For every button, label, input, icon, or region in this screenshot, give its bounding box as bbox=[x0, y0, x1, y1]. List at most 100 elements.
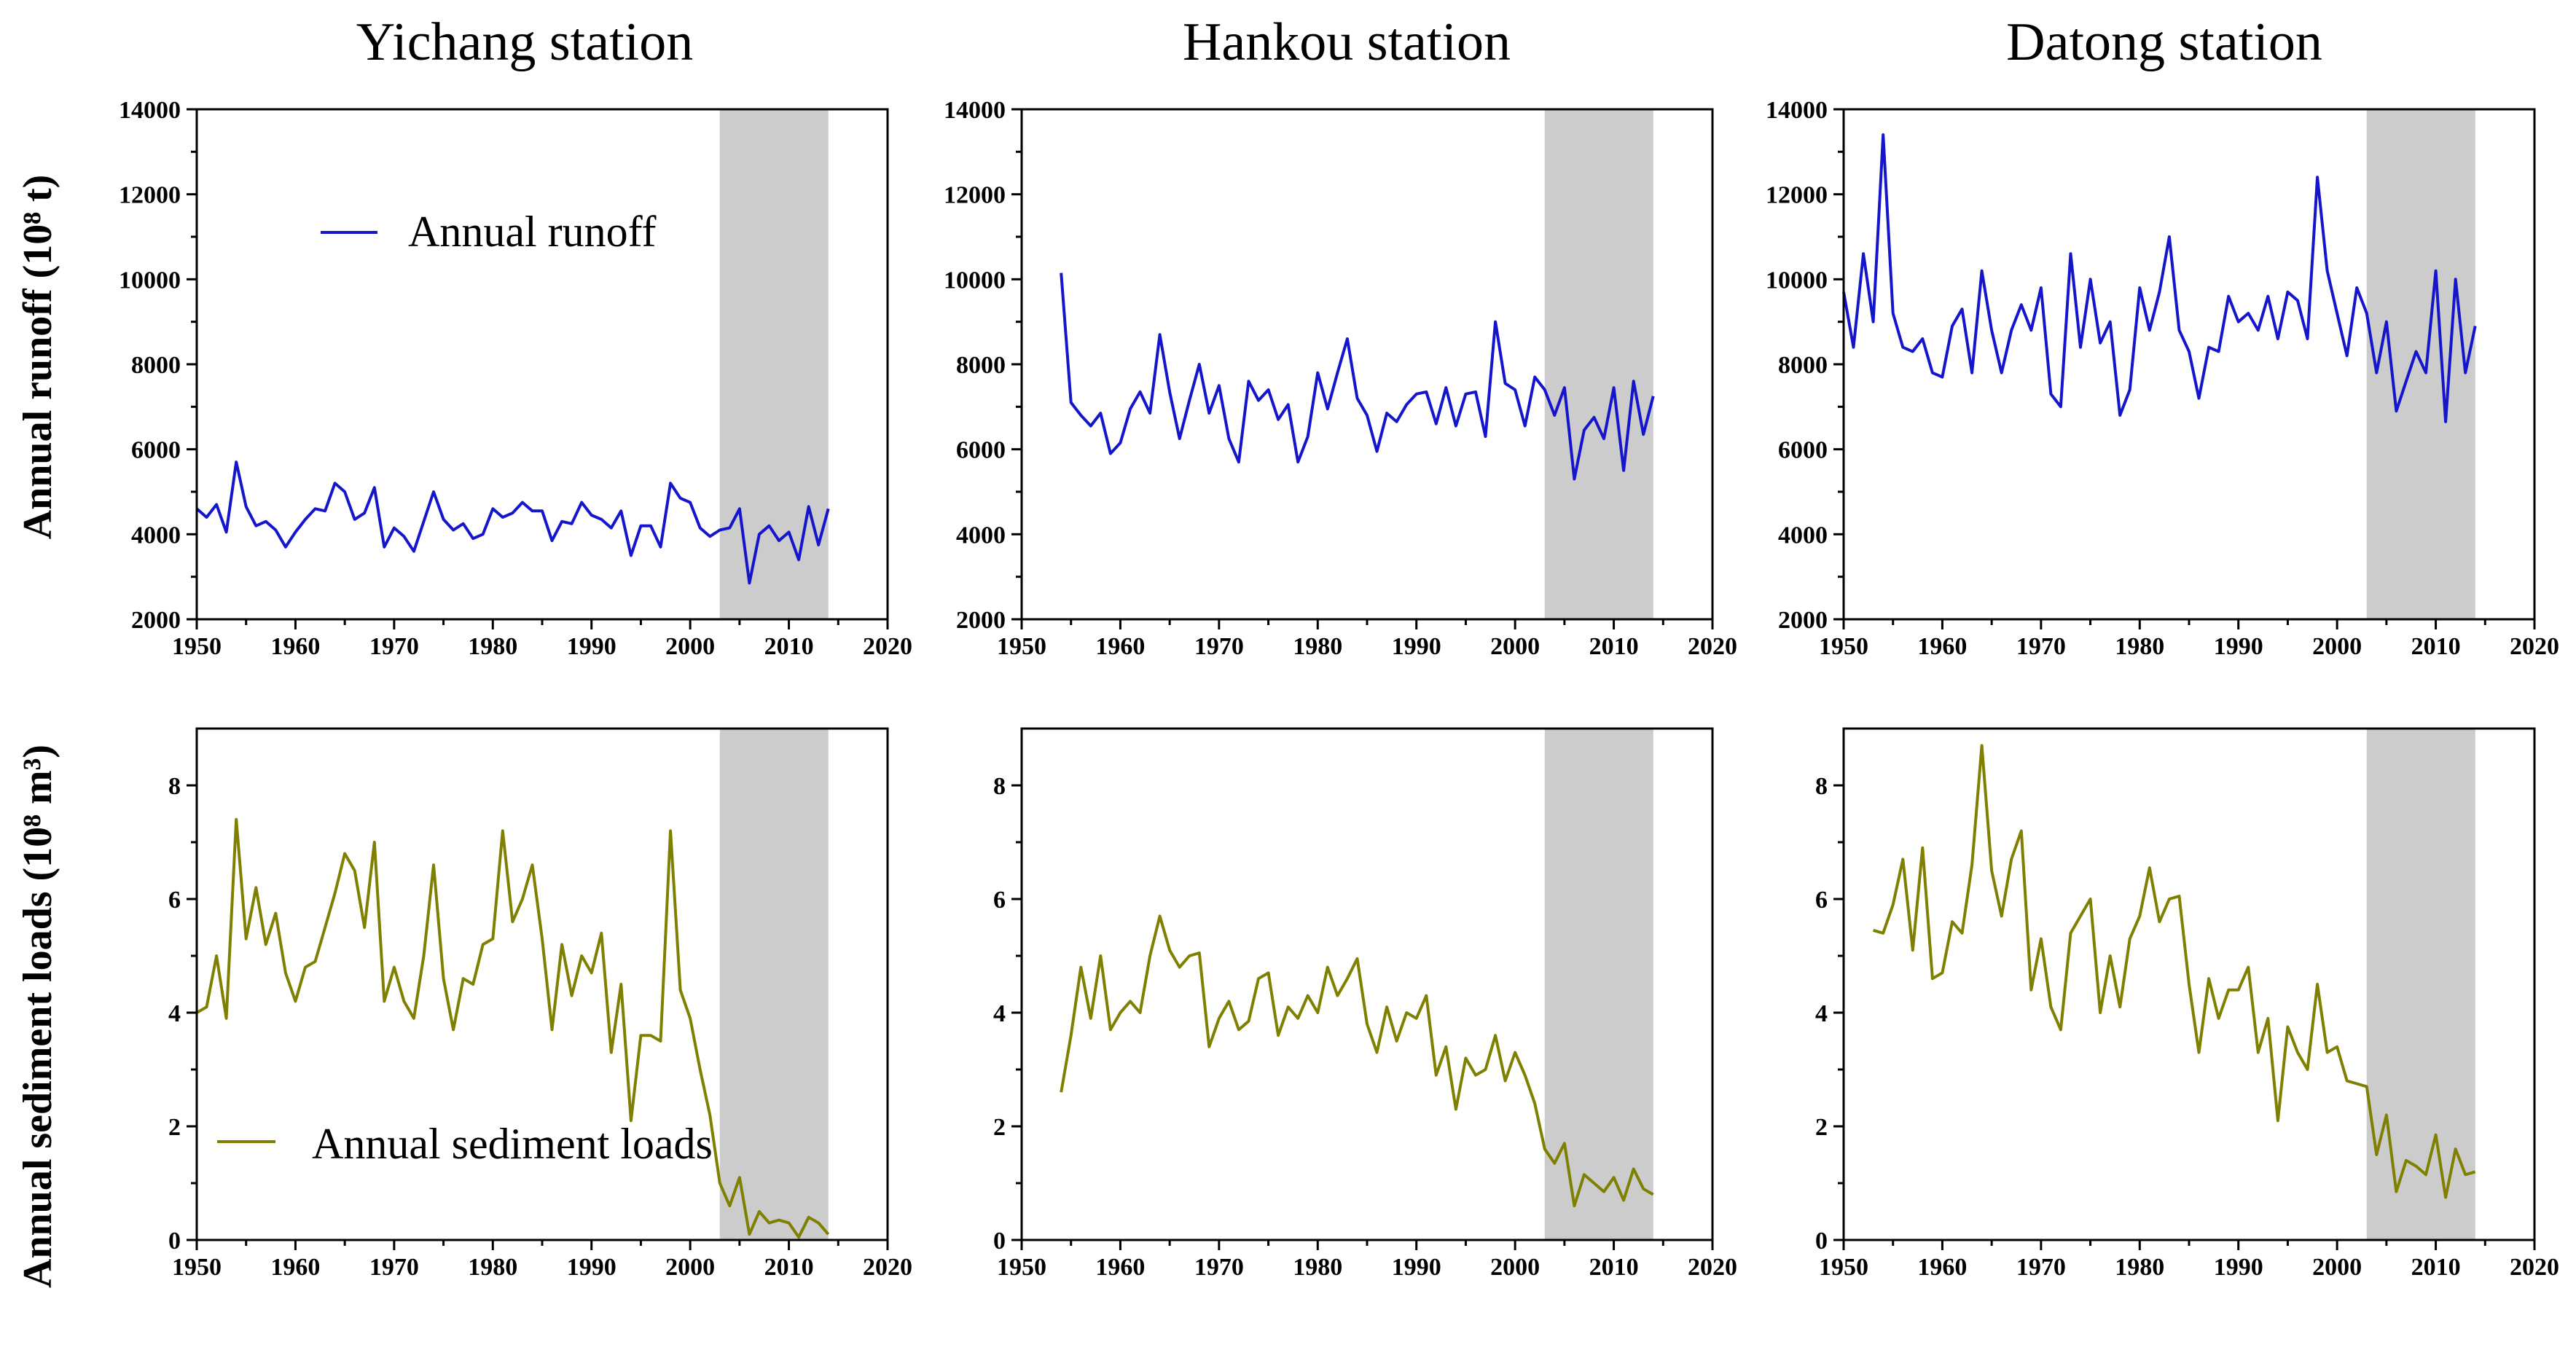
hankou-runoff-y-tick-label: 8000 bbox=[956, 352, 1006, 379]
yichang-sediment-x-tick-label: 2000 bbox=[665, 1254, 715, 1281]
yichang-runoff-shaded-period bbox=[719, 109, 829, 619]
datong-runoff-y-tick-label: 4000 bbox=[1778, 522, 1828, 549]
datong-runoff-x-tick-label: 1990 bbox=[2214, 633, 2263, 660]
datong-runoff-x-tick-label: 1960 bbox=[1917, 633, 1967, 660]
datong-sediment-series-line bbox=[1873, 744, 2476, 1199]
hankou-sediment-x-tick-label: 1950 bbox=[997, 1254, 1046, 1281]
hankou-sediment-series-line bbox=[1060, 914, 1654, 1208]
hankou-runoff-chart: 1950 1960 1970 1980 1990 2000 2010 2020 2000 4000… bbox=[944, 97, 1737, 660]
datong-sediment-x-tick-label: 1960 bbox=[1917, 1254, 1967, 1281]
yichang-sediment-y-tick-label: 4 bbox=[168, 1000, 181, 1027]
hankou-runoff-x-tick-label: 2020 bbox=[1688, 633, 1737, 660]
hankou-runoff-shaded-period bbox=[1544, 109, 1653, 619]
yichang-sediment-x-tick-label: 1970 bbox=[369, 1254, 419, 1281]
yichang-runoff-y-tick-label: 4000 bbox=[131, 522, 181, 549]
hankou-sediment-y-tick-label: 2 bbox=[993, 1114, 1006, 1141]
yichang-sediment-y-tick-label: 8 bbox=[168, 773, 181, 800]
hankou-runoff-x-tick-label: 1970 bbox=[1194, 633, 1244, 660]
hankou-sediment-y-tick-label: 6 bbox=[993, 887, 1006, 914]
hankou-sediment-x-tick-label: 2010 bbox=[1589, 1254, 1639, 1281]
hankou-runoff-x-tick-label: 2000 bbox=[1490, 633, 1540, 660]
datong-runoff-x-tick-label: 1950 bbox=[1819, 633, 1868, 660]
yichang-runoff-series-line bbox=[195, 460, 830, 585]
hankou-runoff-x-tick-label: 2010 bbox=[1589, 633, 1639, 660]
datong-runoff-x-tick-label: 1980 bbox=[2115, 633, 2164, 660]
yichang-runoff-x-tick-label: 1980 bbox=[468, 633, 517, 660]
sediment-legend: Annual sediment loads bbox=[217, 1120, 713, 1168]
datong-runoff-x-tick-label: 1970 bbox=[2016, 633, 2066, 660]
runoff-legend-label: Annual runoff bbox=[408, 208, 657, 256]
hankou-runoff-y-tick-label: 14000 bbox=[944, 97, 1006, 124]
datong-sediment-x-tick-label: 1980 bbox=[2115, 1254, 2164, 1281]
datong-runoff-y-tick-label: 12000 bbox=[1766, 182, 1828, 209]
sediment-y-axis-label: Annual sediment loads (10⁸ m³) bbox=[15, 745, 60, 1288]
yichang-runoff-x-tick-label: 1970 bbox=[369, 633, 419, 660]
datong-runoff-x-tick-label: 2000 bbox=[2312, 633, 2362, 660]
datong-sediment-x-tick-label: 1950 bbox=[1819, 1254, 1868, 1281]
datong-sediment-y-tick-label: 4 bbox=[1815, 1000, 1828, 1027]
yichang-sediment-y-tick-label: 0 bbox=[168, 1228, 181, 1255]
hankou-sediment-x-tick-label: 1970 bbox=[1194, 1254, 1244, 1281]
hankou-runoff-y-tick-label: 10000 bbox=[944, 267, 1006, 294]
datong-runoff-y-tick-label: 8000 bbox=[1778, 352, 1828, 379]
yichang-runoff-y-tick-label: 14000 bbox=[119, 97, 181, 124]
hankou-sediment-y-tick-label: 0 bbox=[993, 1228, 1006, 1255]
hankou-runoff-x-tick-label: 1960 bbox=[1095, 633, 1145, 660]
datong-sediment-x-tick-label: 2020 bbox=[2510, 1254, 2559, 1281]
hankou-sediment-chart: 1950 1960 1970 1980 1990 2000 2010 2020 0 2 4 6 8 bbox=[993, 727, 1737, 1281]
hankou-runoff-y-tick-label: 6000 bbox=[956, 437, 1006, 464]
runoff-legend: Annual runoff bbox=[321, 208, 657, 256]
datong-runoff-y-tick-label: 10000 bbox=[1766, 267, 1828, 294]
datong-runoff-series-line bbox=[1842, 133, 2477, 423]
yichang-sediment-y-tick-label: 2 bbox=[168, 1114, 181, 1141]
datong-runoff-y-tick-label: 6000 bbox=[1778, 437, 1828, 464]
datong-sediment-y-tick-label: 6 bbox=[1815, 887, 1828, 914]
yichang-sediment-x-tick-label: 1950 bbox=[172, 1254, 222, 1281]
datong-sediment-y-tick-label: 0 bbox=[1815, 1228, 1828, 1255]
yichang-runoff-x-tick-label: 1990 bbox=[567, 633, 616, 660]
yichang-runoff-y-tick-label: 10000 bbox=[119, 267, 181, 294]
yichang-sediment-series-line bbox=[195, 817, 830, 1239]
hankou-runoff-y-tick-label: 2000 bbox=[956, 607, 1006, 634]
datong-sediment-y-tick-label: 8 bbox=[1815, 773, 1828, 800]
yichang-sediment-x-tick-label: 2010 bbox=[764, 1254, 814, 1281]
datong-runoff-y-tick-label: 14000 bbox=[1766, 97, 1828, 124]
hankou-sediment-x-tick-label: 1990 bbox=[1392, 1254, 1441, 1281]
yichang-runoff-x-tick-label: 2010 bbox=[764, 633, 814, 660]
hankou-sediment-x-tick-label: 2000 bbox=[1490, 1254, 1540, 1281]
datong-sediment-x-tick-label: 1970 bbox=[2016, 1254, 2066, 1281]
yichang-sediment-x-tick-label: 1990 bbox=[567, 1254, 616, 1281]
hankou-runoff-x-tick-label: 1950 bbox=[997, 633, 1046, 660]
datong-runoff-chart: 1950 1960 1970 1980 1990 2000 2010 2020 2000 4000… bbox=[1766, 97, 2559, 660]
yichang-runoff-x-tick-label: 1960 bbox=[270, 633, 320, 660]
hankou-title: Hankou station bbox=[1183, 12, 1511, 72]
yichang-sediment-y-tick-label: 6 bbox=[168, 887, 181, 914]
datong-title: Datong station bbox=[2006, 12, 2322, 72]
datong-runoff-x-tick-label: 2020 bbox=[2510, 633, 2559, 660]
hankou-runoff-x-tick-label: 1990 bbox=[1392, 633, 1441, 660]
sediment-legend-label: Annual sediment loads bbox=[312, 1120, 713, 1168]
hankou-runoff-y-tick-label: 12000 bbox=[944, 182, 1006, 209]
datong-sediment-x-tick-label: 2010 bbox=[2411, 1254, 2461, 1281]
yichang-sediment-x-tick-label: 1960 bbox=[270, 1254, 320, 1281]
yichang-runoff-x-tick-label: 1950 bbox=[172, 633, 222, 660]
yichang-sediment-x-tick-label: 1980 bbox=[468, 1254, 517, 1281]
yichang-sediment-shaded-period bbox=[719, 729, 829, 1240]
yichang-runoff-y-tick-label: 8000 bbox=[131, 352, 181, 379]
hankou-sediment-shaded-period bbox=[1544, 729, 1653, 1240]
hankou-sediment-y-tick-label: 8 bbox=[993, 773, 1006, 800]
yichang-runoff-x-tick-label: 2020 bbox=[863, 633, 912, 660]
datong-runoff-y-tick-label: 2000 bbox=[1778, 607, 1828, 634]
yichang-sediment-x-tick-label: 2020 bbox=[863, 1254, 912, 1281]
datong-runoff-x-tick-label: 2010 bbox=[2411, 633, 2461, 660]
datong-sediment-chart: 1950 1960 1970 1980 1990 2000 2010 2020 0 2 4 6 8 bbox=[1815, 727, 2559, 1281]
datong-sediment-y-tick-label: 2 bbox=[1815, 1114, 1828, 1141]
yichang-runoff-y-tick-label: 2000 bbox=[131, 607, 181, 634]
hankou-sediment-x-tick-label: 2020 bbox=[1688, 1254, 1737, 1281]
yichang-sediment-chart: 1950 1960 1970 1980 1990 2000 2010 2020 0 2 4 6 8 bbox=[168, 727, 912, 1281]
yichang-runoff-y-tick-label: 6000 bbox=[131, 437, 181, 464]
datong-sediment-x-tick-label: 1990 bbox=[2214, 1254, 2263, 1281]
hankou-sediment-y-tick-label: 4 bbox=[993, 1000, 1006, 1027]
yichang-runoff-y-tick-label: 12000 bbox=[119, 182, 181, 209]
